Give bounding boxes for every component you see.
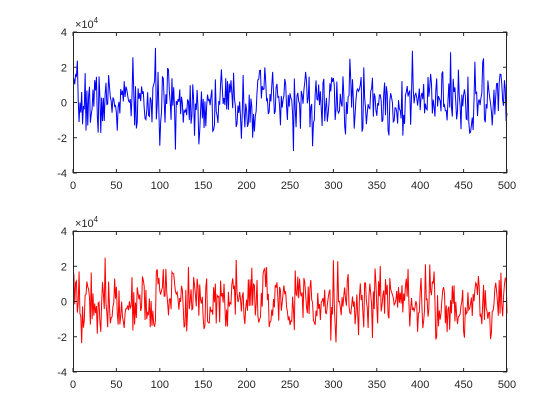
y-tick-label: 2: [61, 62, 67, 74]
y-tick-label: -2: [57, 133, 67, 145]
y-tick-label: -4: [57, 168, 67, 180]
x-tick-label: 50: [110, 379, 122, 391]
x-tick-label: 350: [368, 379, 386, 391]
x-tick-label: 450: [454, 379, 472, 391]
x-tick-label: 250: [281, 180, 299, 192]
x-tick-label: 350: [368, 180, 386, 192]
x-tick-label: 50: [110, 180, 122, 192]
series-line: [73, 257, 508, 344]
axes-background: [73, 32, 507, 173]
x-tick-label: 200: [237, 180, 255, 192]
x-tick-label: 400: [411, 379, 429, 391]
x-tick-label: 200: [237, 379, 255, 391]
x-tick-label: 500: [498, 379, 516, 391]
x-tick-label: 250: [281, 379, 299, 391]
y-exponent-label: ×104: [75, 215, 99, 230]
x-tick-label: 300: [324, 180, 342, 192]
x-tick-label: 150: [194, 379, 212, 391]
axes-top: 0 50 100 150 200 250 300 350 400 450 500 -4 -2 0 2 4 ×10…: [57, 16, 516, 192]
axes-bottom: 0 50 100 150 200 250 300 350 400 450 500 -4 -2 0 2 4 ×10…: [57, 215, 516, 391]
y-tick-label: -2: [57, 332, 67, 344]
y-exponent-label: ×104: [75, 16, 99, 31]
x-tick-label: 300: [324, 379, 342, 391]
x-tick-label: 100: [151, 180, 169, 192]
y-tick-label: 4: [61, 226, 67, 238]
x-tick-label: 100: [151, 379, 169, 391]
x-tick-label: 0: [70, 180, 76, 192]
x-tick-label: 400: [411, 180, 429, 192]
x-tick-label: 500: [498, 180, 516, 192]
y-tick-label: 0: [61, 297, 67, 309]
x-tick-label: 0: [70, 379, 76, 391]
y-tick-label: 0: [61, 98, 67, 110]
series-line: [73, 47, 508, 151]
x-tick-label: 450: [454, 180, 472, 192]
x-tick-label: 150: [194, 180, 212, 192]
y-tick-label: -4: [57, 367, 67, 379]
y-tick-label: 2: [61, 261, 67, 273]
y-tick-label: 4: [61, 27, 67, 39]
